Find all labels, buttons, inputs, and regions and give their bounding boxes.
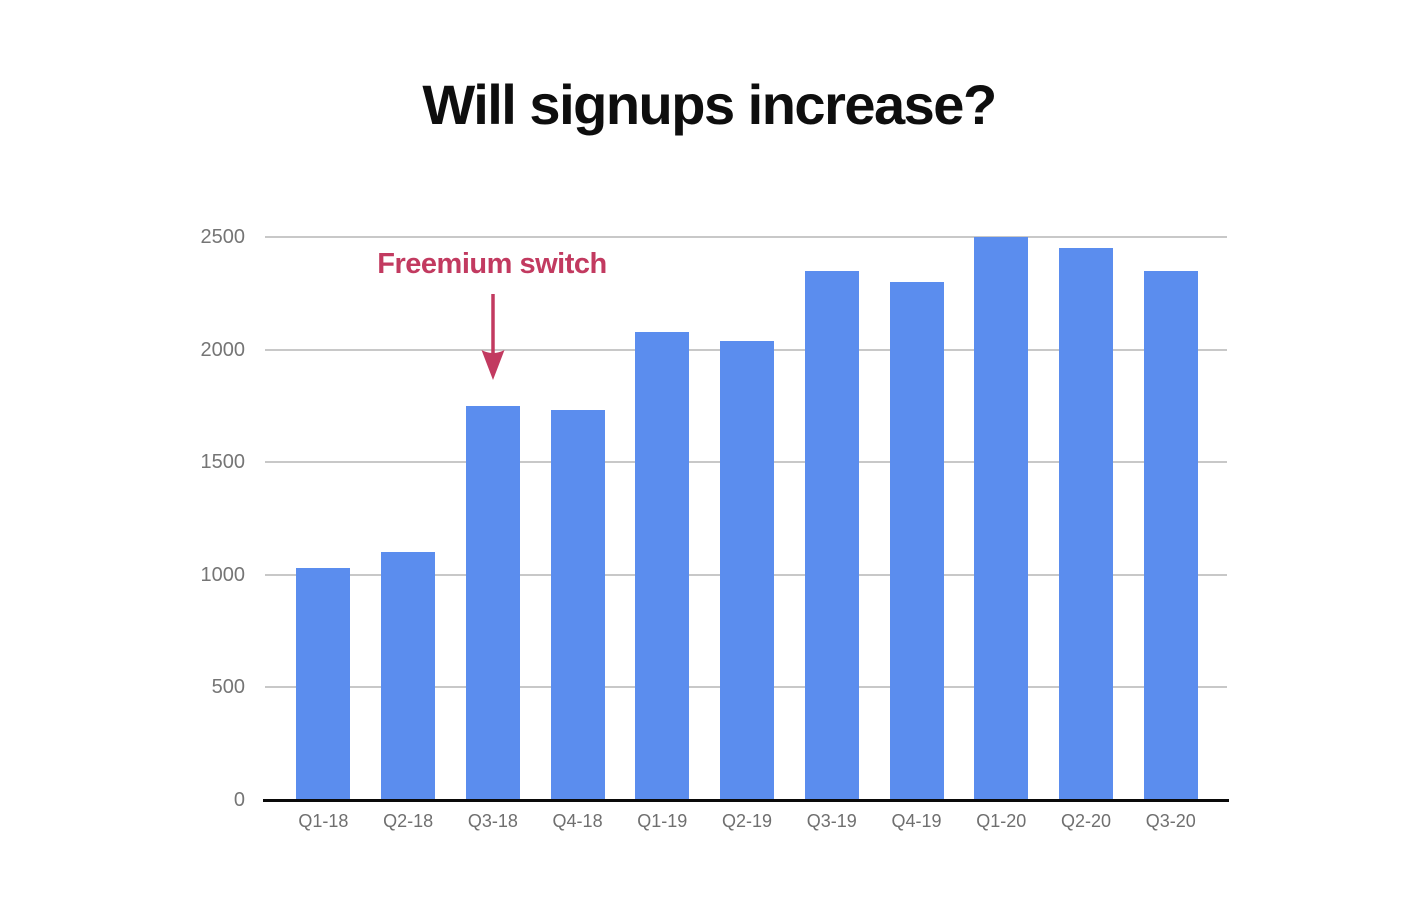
bar-slot bbox=[1128, 237, 1213, 800]
bar-slot bbox=[620, 237, 705, 800]
bar-q3-19 bbox=[804, 270, 859, 800]
y-tick-label: 1500 bbox=[200, 451, 246, 474]
bar-slot bbox=[1044, 237, 1129, 800]
bar-q2-20 bbox=[1058, 248, 1113, 800]
x-tick-label: Q3-20 bbox=[1145, 811, 1196, 831]
x-tick-label: Q3-18 bbox=[467, 811, 518, 831]
x-tick-label: Q2-20 bbox=[1060, 811, 1111, 831]
x-tick-label: Q1-18 bbox=[298, 811, 349, 831]
bar-q3-20 bbox=[1143, 270, 1198, 800]
bar-q1-18 bbox=[296, 568, 351, 800]
y-tick-label: 500 bbox=[211, 676, 245, 699]
x-axis-baseline bbox=[263, 799, 1229, 802]
x-tick-label: Q4-19 bbox=[891, 811, 942, 831]
x-tick-label: Q1-20 bbox=[976, 811, 1027, 831]
y-tick-label: 2500 bbox=[200, 226, 246, 248]
bar-slot bbox=[959, 237, 1044, 800]
bar-slot bbox=[366, 237, 451, 800]
plot-area bbox=[263, 236, 1229, 802]
bar-slot bbox=[789, 237, 874, 800]
y-tick-label: 1000 bbox=[200, 563, 246, 586]
annotation-label: Freemium switch bbox=[377, 248, 607, 280]
y-tick-label: 0 bbox=[233, 789, 245, 811]
x-tick-label: Q3-19 bbox=[806, 811, 857, 831]
x-tick-label: Q1-19 bbox=[637, 811, 688, 831]
bar-slot bbox=[705, 237, 790, 800]
bar-slot bbox=[450, 237, 535, 800]
bar-q1-19 bbox=[635, 331, 690, 800]
y-tick-label: 2000 bbox=[200, 338, 246, 361]
x-tick-label: Q4-18 bbox=[552, 811, 603, 831]
x-axis-labels: Q1-18 Q2-18 Q3-18 Q4-18 Q1-19 Q2-19 Q3-19 Q4-19… bbox=[281, 809, 1213, 833]
bar-q4-19 bbox=[889, 282, 944, 800]
gridline bbox=[265, 236, 1227, 238]
bar-slot bbox=[874, 237, 959, 800]
bar-q2-18 bbox=[381, 552, 436, 800]
x-tick-label: Q2-19 bbox=[722, 811, 773, 831]
bar-q3-18 bbox=[465, 405, 520, 800]
down-arrow-icon bbox=[481, 294, 505, 380]
bars-row bbox=[281, 237, 1213, 800]
chart-title: Will signups increase? bbox=[422, 73, 997, 136]
x-tick-label: Q2-18 bbox=[383, 811, 434, 831]
bar-slot bbox=[535, 237, 620, 800]
bar-slot bbox=[281, 237, 366, 800]
bar-q2-19 bbox=[720, 340, 775, 800]
bar-q1-20 bbox=[974, 237, 1029, 800]
bar-q4-18 bbox=[550, 410, 605, 800]
